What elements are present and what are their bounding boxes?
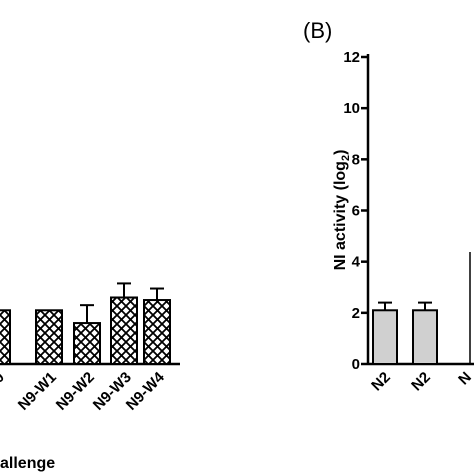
panel-a-bar-n9-w4: [143, 299, 171, 365]
panel-a-bars: [0, 282, 171, 366]
panel-a-x-tick-label: W0: [0, 369, 8, 397]
panel-b-label: (B): [303, 18, 332, 43]
panel-b-bar: [372, 309, 398, 365]
panel-b-x-tick-label-partial: N: [455, 369, 474, 389]
panel-b-x-tick-label: N2: [408, 369, 434, 395]
panel-b-bar: [412, 309, 438, 365]
panel-b-y-tick-label: 2: [352, 305, 360, 322]
panel-a-bar-n9-w0: [0, 309, 11, 365]
panel-b-y-tick-label: 12: [343, 49, 360, 66]
panel-b-bars: [372, 301, 438, 365]
panel-b-y-axis-title-main: NI activity (log: [332, 161, 349, 270]
panel-b-y-axis-title: NI activity (log2): [332, 150, 352, 271]
panel-b-y-tick-label: 10: [343, 100, 360, 117]
panel-a-x-tick-label: N9-W1: [15, 369, 60, 414]
panel-b-y-ticks: 0 2 4 6 8 10 12: [343, 49, 368, 373]
panel-a-x-tick-label: N9-W4: [123, 368, 168, 413]
panel-b-y-tick-label: 6: [352, 203, 360, 220]
panel-a-bar-n9-w1: [35, 309, 63, 365]
panel-a-x-tick-label: N9-W2: [53, 369, 98, 414]
panel-a-x-axis-title: allenge: [0, 455, 55, 472]
panel-b-y-tick-label: 4: [352, 254, 361, 271]
panel-b-y-axis-title-close: ): [332, 150, 349, 155]
panel-b-y-axis-title-subscript: 2: [340, 155, 352, 161]
panel-b-y-tick-label: 0: [352, 356, 360, 373]
panel-a-bar-n9-w2: [73, 322, 101, 366]
panel-b-y-tick-label: 8: [352, 151, 360, 168]
panel-b-tick-labels: N2 N2 N: [368, 369, 474, 395]
panel-a-bar-n9-w3: [110, 296, 138, 366]
panel-b-x-tick-label: N2: [368, 369, 394, 395]
